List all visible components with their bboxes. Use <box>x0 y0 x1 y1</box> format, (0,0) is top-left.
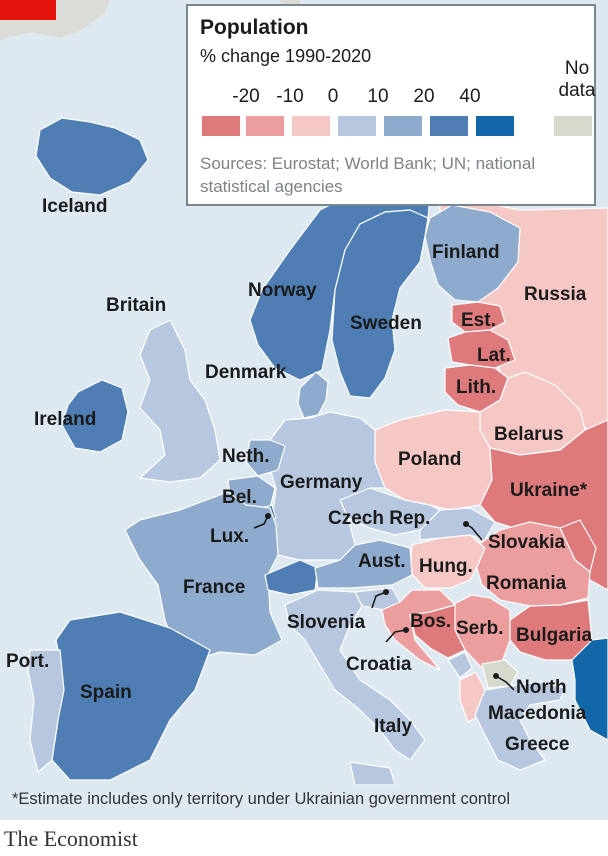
label-france: France <box>183 577 245 598</box>
legend-no-data-label: No data <box>558 58 596 101</box>
country-greece <box>474 681 566 771</box>
label-poland: Poland <box>398 449 461 470</box>
label-germany: Germany <box>280 472 363 493</box>
legend-swatch <box>338 116 376 136</box>
label-portugal: Port. <box>6 651 49 672</box>
label-netherlands: Neth. <box>222 446 270 467</box>
legend-swatch <box>384 116 422 136</box>
label-lithuania: Lith. <box>456 377 496 398</box>
country-romania <box>475 521 591 607</box>
label-russia: Russia <box>524 284 587 305</box>
label-serbia: Serb. <box>456 618 504 639</box>
europe-map: Iceland Ireland Britain Norway Sweden Fi… <box>0 0 608 786</box>
country-switzerland <box>264 559 319 596</box>
legend-swatch <box>246 116 284 136</box>
label-croatia: Croatia <box>346 654 412 675</box>
brand-wordmark: The Economist <box>4 826 138 851</box>
footnote: *Estimate includes only territory under … <box>12 790 510 808</box>
country-latvia <box>447 329 516 369</box>
legend-title: Population <box>200 16 309 39</box>
dot-north-macedonia <box>493 673 499 679</box>
legend-tick: 40 <box>459 86 481 107</box>
country-iceland <box>35 117 149 196</box>
dot-lux <box>265 513 271 519</box>
label-denmark: Denmark <box>205 362 287 383</box>
country-denmark <box>297 371 329 419</box>
label-sweden: Sweden <box>350 313 422 334</box>
legend-tick: -10 <box>276 86 304 107</box>
label-belarus: Belarus <box>494 424 564 445</box>
country-czech <box>339 487 441 536</box>
footnote-background <box>0 784 608 820</box>
label-romania: Romania <box>486 573 567 594</box>
country-ireland <box>61 379 129 453</box>
label-ukraine: Ukraine* <box>510 480 588 501</box>
leader-croatia <box>385 629 407 643</box>
legend-swatch <box>430 116 468 136</box>
dot-slovenia <box>383 589 389 595</box>
label-greece: Greece <box>505 734 569 755</box>
country-portugal <box>27 649 65 773</box>
legend-swatch <box>476 116 514 136</box>
label-latvia: Lat. <box>477 345 511 366</box>
country-north-macedonia <box>481 659 519 689</box>
legend-tick: 20 <box>413 86 435 107</box>
country-finland <box>424 204 521 303</box>
label-north-macedonia-line1: North <box>516 677 567 698</box>
legend-no-data-swatch <box>554 116 592 136</box>
legend-tick: 0 <box>327 86 339 107</box>
legend-subtitle: % change 1990-2020 <box>200 46 372 66</box>
country-montenegro <box>447 651 473 679</box>
label-norway: Norway <box>248 280 317 301</box>
label-britain: Britain <box>106 295 166 316</box>
leader-slovenia <box>371 591 387 609</box>
country-turkey <box>571 637 608 741</box>
brand-red-tag <box>0 0 56 20</box>
country-sweden <box>331 209 429 399</box>
label-finland: Finland <box>432 242 500 263</box>
label-ireland: Ireland <box>34 409 96 430</box>
label-north-macedonia-line2: Macedonia <box>488 703 587 724</box>
legend-sources: Sources: Eurostat; World Bank; UN; natio… <box>200 154 536 196</box>
country-estonia <box>451 301 506 333</box>
label-bosnia: Bos. <box>410 611 451 632</box>
country-bosnia <box>409 604 466 659</box>
label-slovenia: Slovenia <box>287 612 366 633</box>
legend-tick: 10 <box>367 86 389 107</box>
map-area: Iceland Ireland Britain Norway Sweden Fi… <box>0 0 608 820</box>
country-britain <box>139 319 221 483</box>
legend-swatch <box>202 116 240 136</box>
label-belgium: Bel. <box>222 487 257 508</box>
dot-slovakia <box>463 521 469 527</box>
label-north-macedonia: North Macedonia <box>488 677 587 724</box>
label-italy: Italy <box>374 716 412 737</box>
dot-croatia <box>403 627 409 633</box>
label-estonia: Est. <box>461 310 496 331</box>
legend-tick: -20 <box>232 86 260 107</box>
label-austria: Aust. <box>358 551 406 572</box>
legend-panel: Population % change 1990-2020 -20 -10 0 … <box>186 4 596 206</box>
label-slovakia: Slovakia <box>488 532 566 553</box>
label-hungary: Hung. <box>419 556 473 577</box>
label-czech: Czech Rep. <box>328 508 430 529</box>
label-spain: Spain <box>80 682 132 703</box>
label-iceland: Iceland <box>42 196 107 217</box>
country-france <box>124 491 283 661</box>
country-netherlands <box>245 439 286 477</box>
leader-north-macedonia <box>495 675 515 691</box>
label-bulgaria: Bulgaria <box>516 625 592 646</box>
country-austria <box>314 539 413 589</box>
label-luxembourg: Lux. <box>210 526 249 547</box>
legend-swatch <box>292 116 330 136</box>
